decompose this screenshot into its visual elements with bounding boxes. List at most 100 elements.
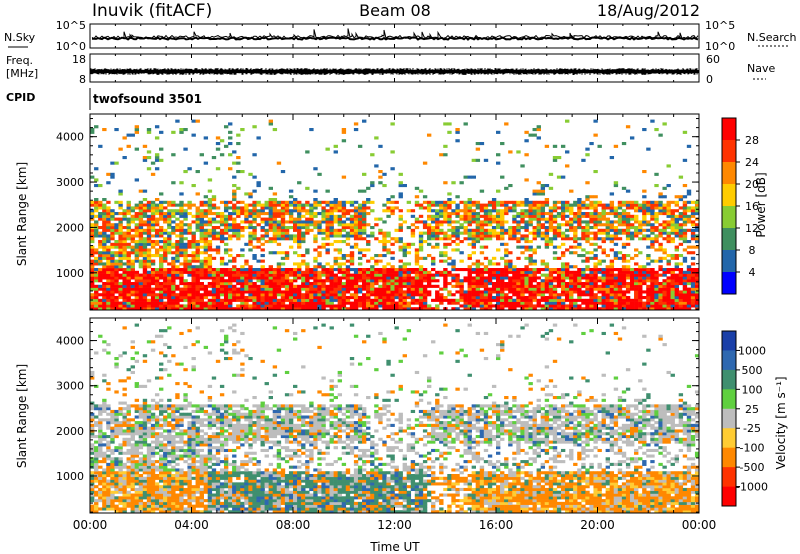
heatmap-cell [500, 242, 505, 246]
heatmap-cell [605, 206, 610, 210]
heatmap-cell [187, 254, 192, 258]
heatmap-cell [142, 256, 148, 260]
heatmap-cell [288, 279, 294, 283]
heatmap-cell [536, 125, 541, 129]
heatmap-cell [508, 228, 513, 232]
heatmap-cell [508, 200, 513, 204]
heatmap-cell [142, 248, 148, 252]
heatmap-cell [589, 290, 594, 294]
heatmap-cell [690, 287, 696, 291]
heatmap-cell [98, 206, 103, 210]
heatmap-cell [110, 409, 115, 414]
heatmap-cell [504, 265, 509, 269]
heatmap-cell [646, 203, 651, 207]
heatmap-cell [138, 301, 144, 305]
heatmap-cell [426, 242, 432, 246]
heatmap-cell [593, 119, 598, 123]
heatmap-cell [175, 245, 180, 249]
heatmap-cell [134, 304, 140, 308]
heatmap-cell [483, 212, 489, 216]
heatmap-cell [106, 482, 111, 486]
heatmap-cell [504, 186, 509, 190]
heatmap-cell [479, 251, 485, 255]
heatmap-cell [504, 301, 509, 305]
heatmap-cell [167, 217, 172, 221]
heatmap-cell [114, 276, 119, 280]
heatmap-cell [223, 217, 229, 221]
heatmap-cell [280, 276, 286, 280]
heatmap-cell [682, 206, 688, 210]
heatmap-cell [142, 220, 148, 224]
heatmap-cell [609, 248, 615, 252]
heatmap-cell [540, 192, 546, 196]
heatmap-cell [459, 223, 464, 227]
heatmap-cell [268, 251, 273, 255]
heatmap-cell [605, 284, 610, 288]
heatmap-cell [500, 217, 505, 221]
heatmap-cell [345, 273, 351, 277]
heatmap-cell [256, 270, 261, 274]
heatmap-cell [317, 212, 322, 216]
heatmap-cell [236, 142, 241, 146]
heatmap-cell [638, 273, 643, 277]
heatmap-cell [491, 276, 497, 280]
heatmap-cell [682, 212, 688, 216]
heatmap-cell [426, 284, 432, 288]
heatmap-cell [654, 206, 659, 210]
heatmap-cell [114, 465, 119, 469]
heatmap-cell [479, 268, 485, 272]
heatmap-cell [130, 209, 135, 213]
heatmap-cell [301, 209, 306, 213]
heatmap-cell [171, 181, 176, 185]
heatmap-cell [540, 293, 546, 297]
heatmap-cell [272, 296, 278, 300]
heatmap-cell [658, 133, 663, 137]
heatmap-cell [94, 220, 99, 224]
heatmap-cell [435, 200, 440, 204]
heatmap-cell [406, 270, 412, 274]
heatmap-cell [199, 287, 204, 291]
heatmap-cell [345, 290, 351, 294]
heatmap-cell [581, 276, 586, 280]
heatmap-cell [142, 212, 148, 216]
heatmap-cell [374, 304, 379, 308]
heatmap-cell [317, 293, 322, 297]
heatmap-cell [536, 181, 541, 185]
heatmap-cell [150, 226, 156, 230]
heatmap-cell [601, 240, 606, 244]
heatmap-cell [240, 293, 245, 297]
heatmap-cell [528, 240, 533, 244]
heatmap-cell [110, 499, 115, 503]
heatmap-cell [349, 223, 355, 227]
heatmap-cell [577, 268, 582, 272]
heatmap-cell [613, 268, 619, 272]
heatmap-cell [569, 287, 574, 291]
heatmap-cell [638, 203, 643, 207]
heatmap-cell [556, 212, 562, 216]
heatmap-cell [581, 226, 586, 230]
heatmap-cell [248, 284, 253, 288]
heatmap-cell [426, 237, 432, 241]
heatmap-cell [560, 307, 566, 311]
heatmap-cell [617, 217, 623, 221]
heatmap-cell [146, 270, 152, 274]
heatmap-cell [341, 296, 347, 300]
heatmap-cell [183, 268, 188, 272]
heatmap-cell [629, 270, 635, 274]
heatmap-cell [443, 296, 448, 300]
heatmap-cell [211, 284, 217, 288]
heatmap-cell [467, 301, 472, 305]
heatmap-cell [179, 192, 184, 196]
heatmap-cell [276, 273, 282, 277]
heatmap-cell [621, 293, 627, 297]
heatmap-cell [228, 287, 233, 291]
heatmap-cell [329, 234, 334, 238]
heatmap-cell [516, 203, 521, 207]
heatmap-cell [654, 287, 659, 291]
heatmap-cell [426, 293, 432, 297]
heatmap-cell [370, 231, 375, 235]
heatmap-cell [179, 245, 184, 249]
heatmap-cell [475, 226, 481, 230]
heatmap-cell [406, 251, 412, 255]
heatmap-cell [658, 256, 663, 260]
